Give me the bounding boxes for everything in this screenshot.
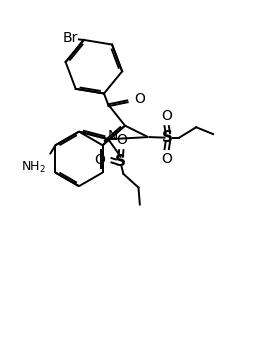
Text: O: O: [134, 92, 145, 106]
Text: S: S: [115, 154, 126, 169]
Text: Br: Br: [62, 31, 78, 45]
Text: S: S: [162, 130, 173, 145]
Text: O: O: [95, 153, 105, 167]
Text: N: N: [108, 129, 118, 143]
Text: NH$_2$: NH$_2$: [21, 160, 46, 176]
Text: O: O: [161, 109, 172, 123]
Text: O: O: [161, 152, 172, 166]
Text: O: O: [116, 133, 127, 147]
